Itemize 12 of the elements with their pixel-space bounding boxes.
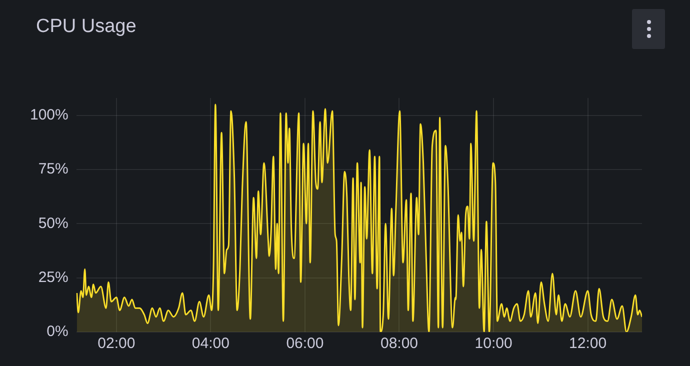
chart-title: CPU Usage bbox=[36, 16, 136, 38]
y-tick-label: 75% bbox=[38, 160, 68, 178]
x-tick-label: 04:00 bbox=[192, 335, 230, 352]
x-tick-label: 12:00 bbox=[569, 335, 607, 352]
y-tick-label: 50% bbox=[38, 214, 68, 232]
x-tick-label: 10:00 bbox=[474, 335, 512, 352]
y-tick-label: 0% bbox=[46, 323, 68, 340]
y-tick-label: 100% bbox=[30, 106, 68, 124]
y-tick-label: 25% bbox=[38, 268, 68, 286]
x-tick-label: 08:00 bbox=[380, 335, 418, 352]
x-tick-label: 06:00 bbox=[286, 335, 324, 352]
x-tick-label: 02:00 bbox=[98, 335, 136, 352]
